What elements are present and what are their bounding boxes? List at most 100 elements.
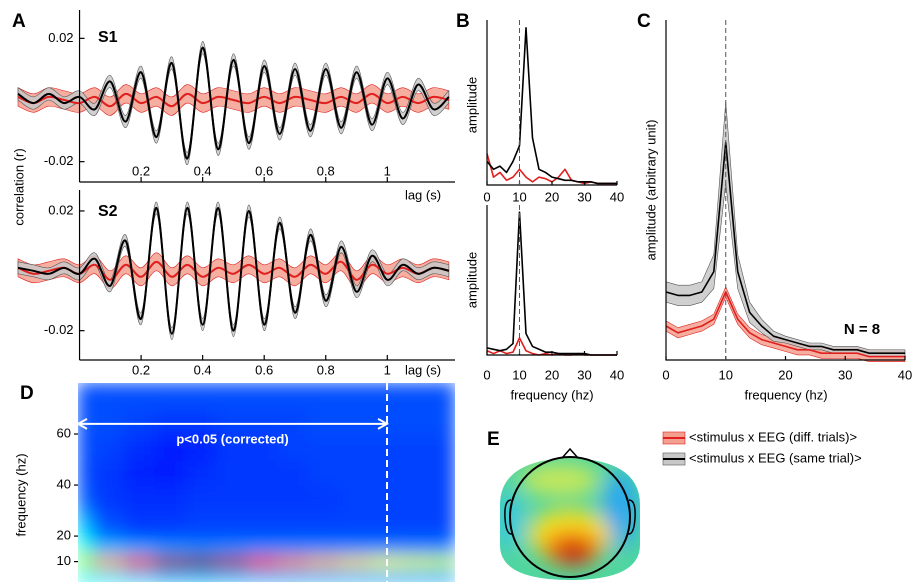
- heat-cell: [401, 528, 435, 544]
- heat-cell: [216, 566, 249, 582]
- heat-cell: [401, 566, 435, 582]
- y-tick-label: 0.02: [48, 30, 73, 45]
- heat-cell: [401, 554, 435, 569]
- heat-cell: [216, 554, 249, 569]
- panel-label: E: [487, 429, 500, 450]
- heat-cell: [185, 566, 219, 582]
- heat-cell: [401, 541, 435, 557]
- heat-cell: [308, 407, 342, 436]
- heat-cell: [401, 484, 435, 512]
- heat-cell: [123, 528, 157, 544]
- heat-cell: [216, 541, 249, 557]
- x-tick-label: 1: [384, 163, 391, 178]
- heat-cell: [185, 509, 219, 531]
- heat-cell: [277, 554, 311, 569]
- heat-cell: [432, 458, 455, 487]
- heat-cell: [432, 541, 455, 557]
- heat-cell: [123, 541, 157, 557]
- annotation: p<0.05 (corrected): [176, 431, 288, 446]
- x-tick-label: 0.8: [317, 163, 335, 178]
- heat-cell: [154, 458, 188, 487]
- heat-cell: [185, 383, 219, 410]
- x-axis-label: lag (s): [405, 187, 441, 202]
- heat-cell: [185, 528, 219, 544]
- heat-cell: [308, 554, 342, 569]
- x-tick-label: 30: [838, 367, 852, 382]
- heat-cell: [401, 433, 435, 461]
- x-tick-label: 30: [577, 189, 591, 204]
- heat-cell: [401, 509, 435, 531]
- x-tick-label: 30: [577, 367, 591, 382]
- y-tick-label: 10: [57, 553, 71, 568]
- heat-cell: [246, 383, 280, 410]
- series-line: [665, 291, 905, 358]
- x-tick-label: 0.6: [255, 163, 273, 178]
- heat-cell: [401, 407, 435, 436]
- x-axis-label: frequency (hz): [510, 387, 593, 402]
- x-tick-label: 0.4: [194, 163, 212, 178]
- axes: [665, 20, 905, 361]
- heat-cell: [154, 528, 188, 544]
- heat-cell: [185, 484, 219, 512]
- heat-cell: [78, 509, 95, 531]
- heat-cell: [308, 458, 342, 487]
- heat-cell: [308, 433, 342, 461]
- heat-cell: [339, 509, 373, 531]
- heat-cell: [277, 433, 311, 461]
- heat-cell: [78, 383, 95, 410]
- heat-cell: [432, 383, 455, 410]
- subtitle: S1: [98, 29, 118, 46]
- heat-cell: [92, 528, 126, 544]
- heat-cell: [92, 509, 126, 531]
- heat-cell: [339, 541, 373, 557]
- heat-cell: [78, 528, 95, 544]
- heat-cell: [277, 484, 311, 512]
- x-tick-label: 0: [483, 367, 490, 382]
- heat-cell: [123, 458, 157, 487]
- heat-cell: [277, 541, 311, 557]
- heat-cell: [277, 566, 311, 582]
- heat-cell: [92, 541, 126, 557]
- y-tick-label: -0.02: [44, 322, 74, 337]
- chart-panel: 0.02 -0.02 0.2 0.4 0.6 0.8 1 S2 lag (s): [17, 190, 455, 377]
- heat-cell: [92, 383, 126, 410]
- heat-cell: [246, 407, 280, 436]
- series-line: [17, 46, 450, 160]
- heat-cell: [78, 407, 95, 436]
- series-line: [486, 211, 617, 356]
- heat-cell: [154, 541, 188, 557]
- chart-panel: 0.02 -0.02 0.2 0.4 0.6 0.8 1 A S1 correlation (r)…: [11, 10, 455, 226]
- series-line: [486, 153, 617, 185]
- x-tick-label: 20: [545, 189, 559, 204]
- heat-cell: [308, 541, 342, 557]
- y-axis-label: amplitude: [464, 252, 479, 308]
- heat-cell: [308, 484, 342, 512]
- error-band: [665, 101, 906, 357]
- heat-cell: [216, 458, 249, 487]
- y-tick-label: 40: [57, 476, 71, 491]
- topography: E: [487, 429, 640, 580]
- x-tick-label: 0: [662, 367, 669, 382]
- heat-cell: [246, 528, 280, 544]
- panel-label: D: [20, 383, 34, 404]
- heat-cell: [339, 528, 373, 544]
- x-tick-label: 10: [512, 367, 526, 382]
- heat-cell: [339, 566, 373, 582]
- heat-cell: [339, 407, 373, 436]
- heat-cell: [432, 407, 455, 436]
- heat-cell: [92, 566, 126, 582]
- heat-cell: [78, 554, 95, 569]
- x-tick-label: 0: [483, 189, 490, 204]
- heat-cell: [339, 554, 373, 569]
- x-axis-label: lag (s): [405, 362, 441, 377]
- heat-cell: [78, 484, 95, 512]
- heat-cell: [308, 528, 342, 544]
- x-tick-label: 40: [610, 367, 624, 382]
- heat-cell: [339, 433, 373, 461]
- heat-cell: [154, 407, 188, 436]
- y-axis-label: amplitude (arbitrary unit): [643, 120, 658, 261]
- error-band: [17, 41, 450, 166]
- heat-cell: [401, 458, 435, 487]
